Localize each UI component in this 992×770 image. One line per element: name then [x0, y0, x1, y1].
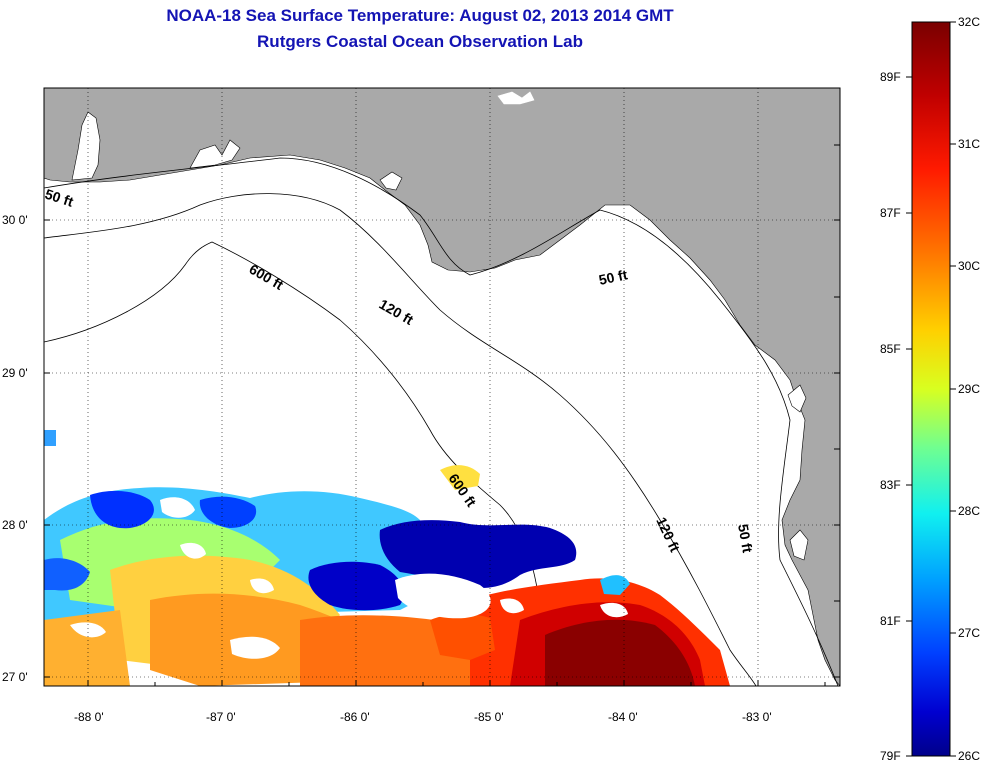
tampa-bay — [787, 384, 807, 413]
colorbar-label-30c: 30C — [958, 259, 980, 273]
contour-120ft — [44, 193, 757, 686]
colorbar — [911, 21, 951, 757]
lon-label-87: -87 0' — [206, 710, 236, 724]
colorbar-label-28c: 28C — [958, 504, 980, 518]
colorbar-label-27c: 27C — [958, 626, 980, 640]
colorbar-label-29c: 29C — [958, 382, 980, 396]
contour-label-50ft-south: 50 ft — [735, 523, 756, 554]
colorbar-ticks — [906, 21, 956, 757]
graticule — [44, 88, 840, 686]
colorbar-label-31c: 31C — [958, 137, 980, 151]
colorbar-label-85f: 85F — [880, 342, 901, 356]
land-mass — [44, 88, 840, 686]
inland-lake — [497, 91, 535, 105]
lon-label-85: -85 0' — [474, 710, 504, 724]
lat-label-29: 29 0' — [2, 366, 28, 380]
contour-600ft — [44, 241, 549, 686]
colorbar-label-32c: 32C — [958, 15, 980, 29]
axis-ticks — [44, 144, 840, 686]
lat-label-28: 28 0' — [2, 518, 28, 532]
lon-label-86: -86 0' — [340, 710, 370, 724]
lon-label-88: -88 0' — [74, 710, 104, 724]
colorbar-label-83f: 83F — [880, 478, 901, 492]
map-title: NOAA-18 Sea Surface Temperature: August … — [166, 6, 674, 25]
pensacola-bay — [189, 139, 241, 169]
colorbar-label-79f: 79F — [880, 749, 901, 763]
contour-50ft — [44, 157, 839, 686]
colorbar-label-81f: 81F — [880, 614, 901, 628]
lon-label-84: -84 0' — [608, 710, 638, 724]
map-frame — [43, 87, 841, 687]
mobile-bay — [71, 111, 101, 181]
colorbar-label-89f: 89F — [880, 70, 901, 84]
contour-label-50ft-east: 50 ft — [597, 266, 629, 288]
colorbar-label-87f: 87F — [880, 206, 901, 220]
colorbar-label-26c: 26C — [958, 749, 980, 763]
lat-label-27: 27 0' — [2, 670, 28, 684]
sst-data — [44, 430, 730, 686]
lat-label-30: 30 0' — [2, 213, 28, 227]
lon-label-83: -83 0' — [742, 710, 772, 724]
apalachicola-bay — [379, 171, 403, 191]
charlotte-harbor — [789, 529, 809, 561]
map-subtitle: Rutgers Coastal Ocean Observation Lab — [257, 32, 583, 51]
